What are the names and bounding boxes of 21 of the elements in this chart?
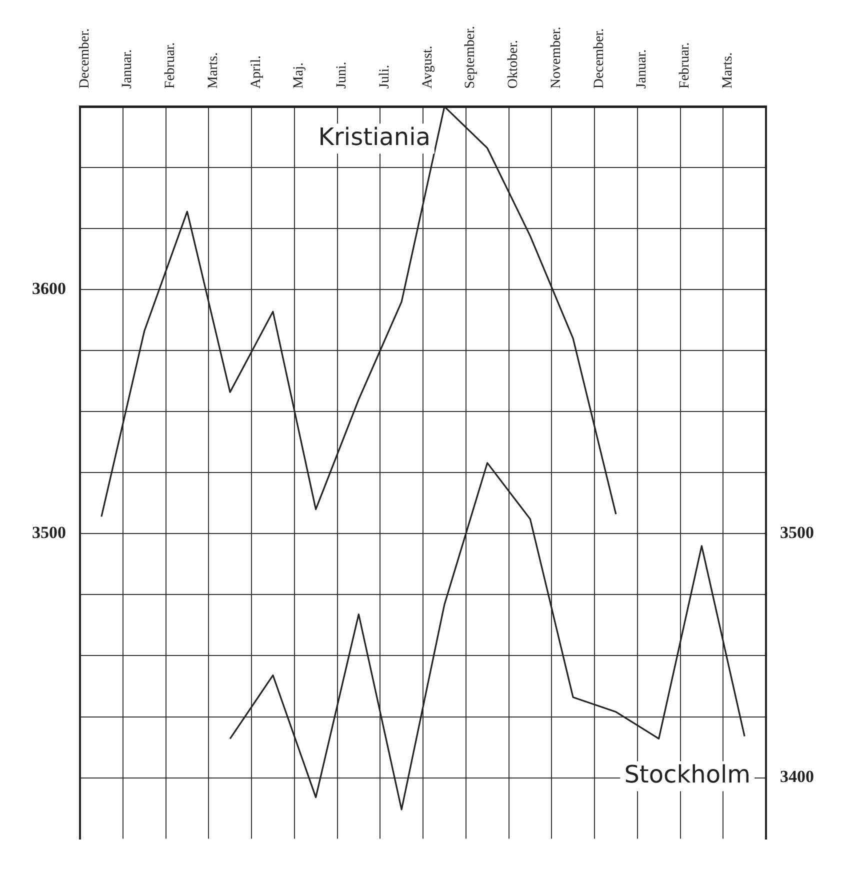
x-tick-label: Maj. <box>292 62 307 89</box>
x-tick-label: Januar. <box>634 49 650 89</box>
x-tick-label: November. <box>548 26 564 89</box>
series-label: Kristiania <box>318 122 430 151</box>
x-tick-label: Juni. <box>334 62 350 89</box>
x-tick-label: December. <box>592 28 607 89</box>
x-tick-label: December. <box>77 28 92 89</box>
x-tick-label: Marts. <box>206 52 221 89</box>
x-tick-label: Juli. <box>377 64 392 89</box>
x-tick-label: Februar. <box>163 42 178 89</box>
y2-tick-label: 3500 <box>780 523 814 542</box>
x-tick-label: September. <box>463 26 478 89</box>
x-tick-label: April. <box>248 56 264 89</box>
x-tick-label: Marts. <box>720 52 736 89</box>
x-tick-label: Januar. <box>120 49 136 89</box>
y2-tick-label: 3400 <box>780 767 814 786</box>
x-tick-label: Oktober. <box>506 40 522 89</box>
x-tick-label: Avgust. <box>420 46 436 89</box>
x-tick-label: Februar. <box>678 42 693 89</box>
series-label: Stockholm <box>624 760 751 789</box>
y-tick-label: 3600 <box>32 279 66 298</box>
